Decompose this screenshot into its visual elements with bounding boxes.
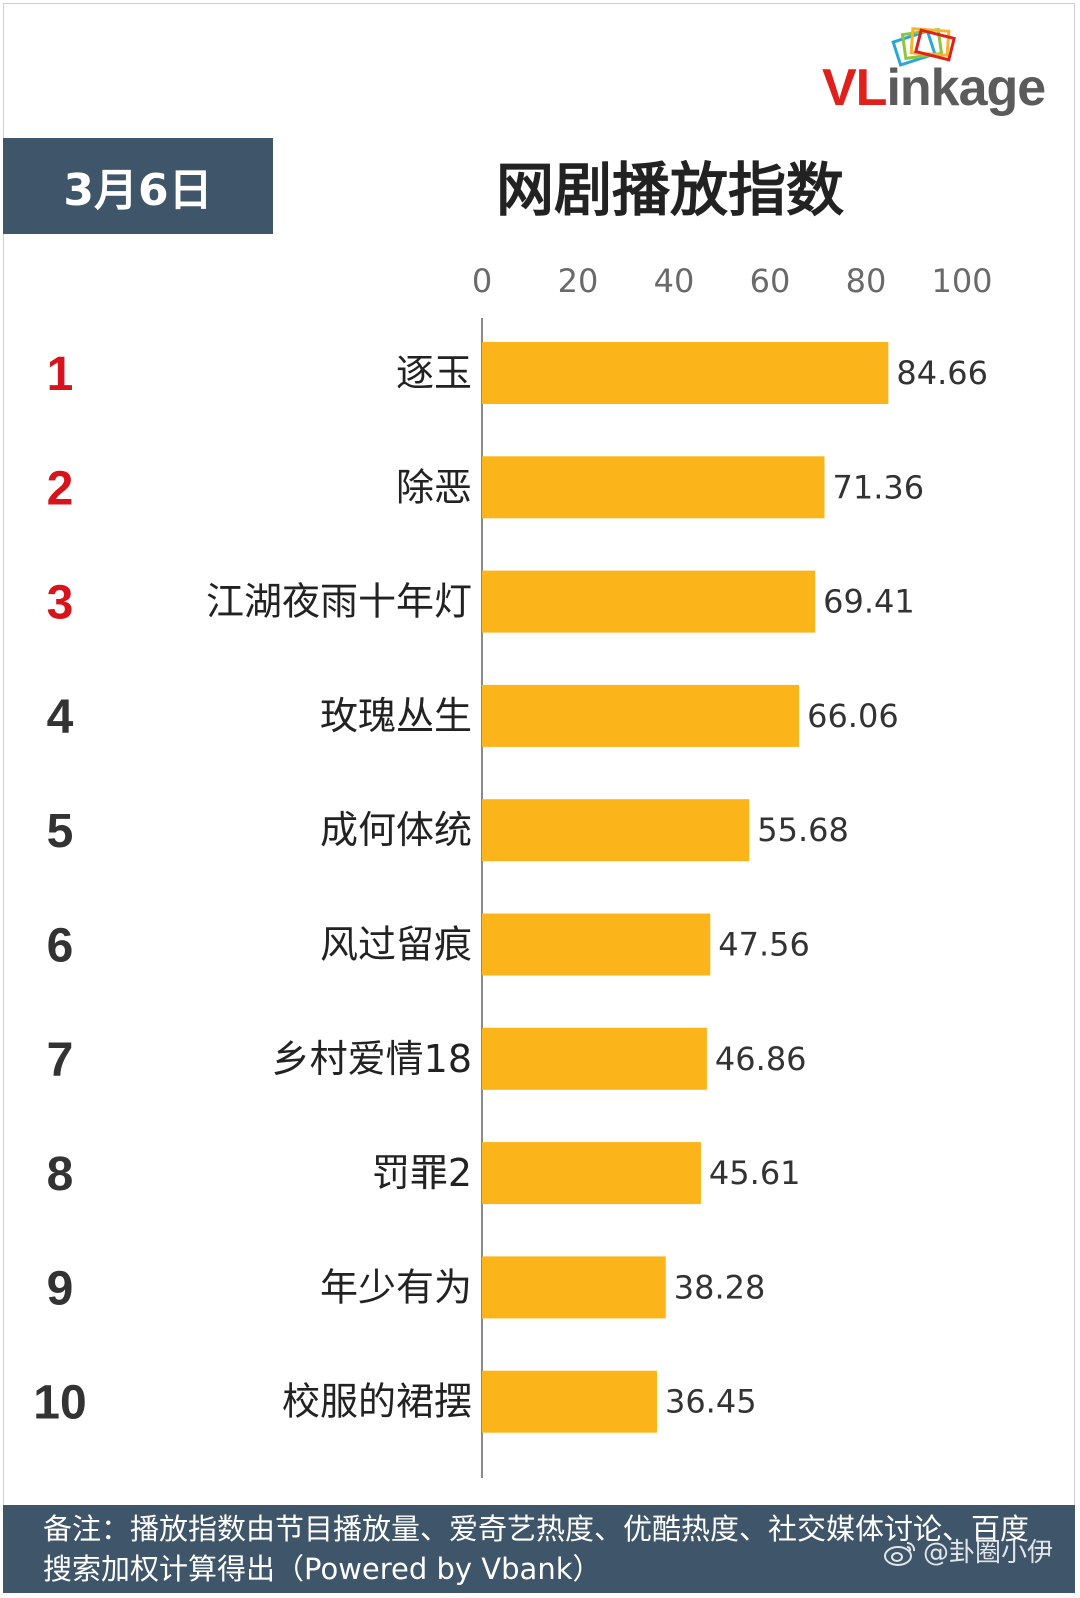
value-label: 47.56 xyxy=(718,926,810,964)
value-label: 84.66 xyxy=(896,354,988,392)
chart-row: 3 江湖夜雨十年灯 69.41 xyxy=(47,570,915,633)
chart-row: 9 年少有为 38.28 xyxy=(47,1256,766,1319)
logo-wordmark-grey: inkage xyxy=(886,59,1046,117)
chart-row: 6 风过留痕 47.56 xyxy=(47,913,810,976)
category-label: 风过留痕 xyxy=(320,923,472,967)
category-label: 年少有为 xyxy=(320,1265,472,1309)
watermark-text: @卦圈小伊 xyxy=(922,1538,1053,1568)
category-label: 乡村爱情18 xyxy=(272,1037,472,1081)
bar xyxy=(482,913,711,976)
vlinkage-logo: VLinkage xyxy=(822,20,1072,120)
bar xyxy=(482,570,816,633)
logo-wordmark: VLinkage xyxy=(822,58,1046,118)
chart-title: 网剧播放指数 xyxy=(495,156,844,224)
watermark: @卦圈小伊 xyxy=(883,1533,1053,1573)
chart-row: 10 校服的裙摆 36.45 xyxy=(33,1370,757,1433)
chart-row: 8 罚罪2 45.61 xyxy=(47,1142,801,1205)
value-label: 45.61 xyxy=(709,1154,801,1192)
x-tick-label: 20 xyxy=(558,262,599,300)
rank-label: 6 xyxy=(47,920,74,973)
category-label: 成何体统 xyxy=(320,808,472,852)
rank-label: 7 xyxy=(47,1034,74,1087)
bar xyxy=(482,1370,657,1433)
chart-row: 2 除恶 71.36 xyxy=(47,456,925,519)
rank-label: 10 xyxy=(33,1377,86,1430)
chart-rows: 1 逐玉 84.66 2 除恶 71.36 3 江湖夜雨十年灯 69.41 4 玫瑰丛生 66.06 5… xyxy=(33,342,988,1433)
logo-cards-icon xyxy=(891,27,956,67)
date-badge: 3月6日 xyxy=(3,138,273,234)
x-tick-label: 40 xyxy=(654,262,695,300)
category-label: 逐玉 xyxy=(396,351,472,395)
chart-row: 5 成何体统 55.68 xyxy=(47,799,849,862)
rank-label: 5 xyxy=(47,805,74,858)
chart-row: 1 逐玉 84.66 xyxy=(47,342,988,404)
rank-label: 1 xyxy=(47,348,74,401)
value-label: 38.28 xyxy=(674,1268,766,1306)
category-label: 玫瑰丛生 xyxy=(320,694,472,738)
bar xyxy=(482,456,825,519)
value-label: 55.68 xyxy=(757,811,849,849)
chart-row: 4 玫瑰丛生 66.06 xyxy=(47,684,899,747)
logo-wordmark-red: VL xyxy=(822,59,887,117)
footer-note: 备注：播放指数由节目播放量、爱奇艺热度、优酷热度、社交媒体讨论、百度搜索加权计算… xyxy=(43,1512,1030,1586)
date-label: 3月6日 xyxy=(63,165,213,216)
value-label: 36.45 xyxy=(665,1383,757,1421)
bar xyxy=(482,799,750,862)
bar xyxy=(482,342,889,404)
bar xyxy=(482,684,800,747)
weibo-icon xyxy=(883,1541,915,1566)
bar xyxy=(482,1027,707,1090)
rank-label: 9 xyxy=(47,1262,74,1315)
rank-label: 8 xyxy=(47,1148,74,1201)
value-label: 66.06 xyxy=(807,697,899,735)
value-label: 69.41 xyxy=(823,583,915,621)
chart-row: 7 乡村爱情18 46.86 xyxy=(47,1027,807,1090)
x-tick-label: 60 xyxy=(750,262,791,300)
category-label: 校服的裙摆 xyxy=(282,1380,472,1424)
category-label: 罚罪2 xyxy=(372,1151,472,1195)
x-axis-ticks: 0 20 40 60 80 100 xyxy=(472,262,993,300)
value-label: 71.36 xyxy=(833,468,925,506)
rank-label: 2 xyxy=(47,462,74,515)
bar xyxy=(482,1142,701,1205)
rank-label: 4 xyxy=(47,691,74,744)
x-tick-label: 100 xyxy=(931,262,992,300)
x-tick-label: 80 xyxy=(846,262,887,300)
category-label: 江湖夜雨十年灯 xyxy=(206,580,472,624)
footer-note-bar: 备注：播放指数由节目播放量、爱奇艺热度、优酷热度、社交媒体讨论、百度搜索加权计算… xyxy=(3,1505,1075,1593)
bar xyxy=(482,1256,666,1319)
value-label: 46.86 xyxy=(715,1040,807,1078)
x-tick-label: 0 xyxy=(472,262,492,300)
rank-label: 3 xyxy=(47,577,74,630)
category-label: 除恶 xyxy=(396,465,472,509)
